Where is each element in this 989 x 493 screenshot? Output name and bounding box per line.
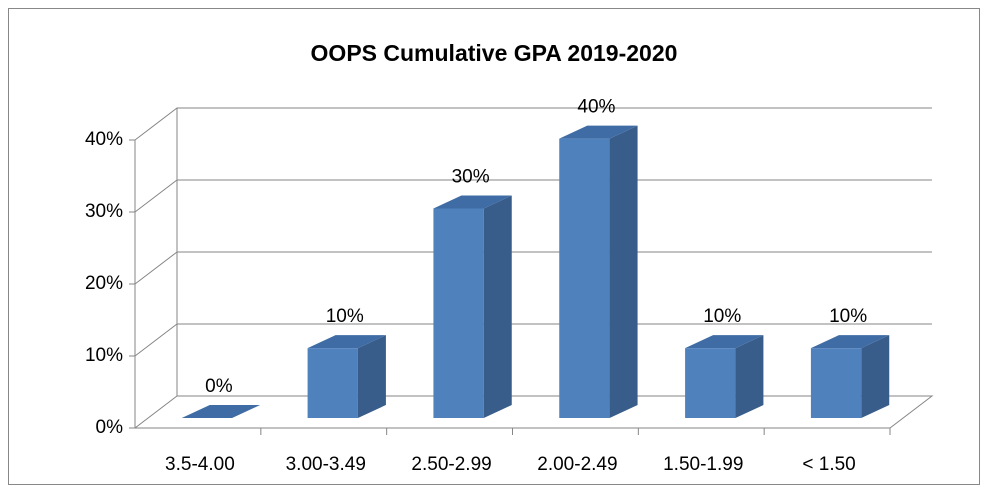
data-label: 10% [829, 306, 867, 327]
bar-top [307, 335, 386, 349]
bar-side [609, 125, 638, 418]
y-tick-label: 30% [85, 201, 123, 222]
x-tick-label: 2.50-2.99 [411, 454, 491, 475]
x-tick-label: < 1.50 [802, 454, 855, 475]
bar [307, 335, 386, 418]
data-label: 10% [326, 306, 364, 327]
bar-front [685, 348, 736, 418]
bar [685, 335, 764, 418]
bar [433, 195, 512, 418]
grid-line [134, 107, 932, 141]
bar-top [685, 335, 764, 349]
grid-line [134, 323, 932, 357]
bar [559, 125, 638, 418]
bar-side [735, 335, 764, 418]
bar-front [433, 208, 484, 418]
grid-line [134, 251, 932, 285]
bar-side [357, 335, 386, 418]
bar-top [810, 335, 890, 349]
bar [181, 405, 261, 418]
grid-line [134, 179, 932, 213]
y-tick-label: 0% [96, 417, 124, 438]
bar-top [433, 195, 512, 209]
data-label: 40% [577, 97, 615, 118]
y-tick-label: 40% [85, 129, 123, 150]
bar-front [810, 348, 862, 418]
bar-side [483, 195, 512, 418]
bar-top [559, 125, 638, 139]
x-tick-label: 1.50-1.99 [663, 454, 743, 475]
x-tick-label: 3.5-4.00 [165, 454, 235, 475]
data-label: 10% [703, 306, 741, 327]
bar-side [861, 335, 890, 418]
bar-front [307, 348, 358, 418]
data-label: 30% [452, 166, 490, 187]
bar-front [559, 138, 610, 418]
bar [810, 335, 890, 418]
data-label: 0% [205, 376, 233, 397]
y-tick-label: 10% [85, 345, 123, 366]
bar-top [181, 405, 261, 418]
y-tick-label: 20% [85, 273, 123, 294]
x-tick-label: 2.00-2.49 [537, 454, 617, 475]
chart-title: OOPS Cumulative GPA 2019-2020 [311, 40, 678, 66]
x-tick-label: 3.00-3.49 [286, 454, 366, 475]
